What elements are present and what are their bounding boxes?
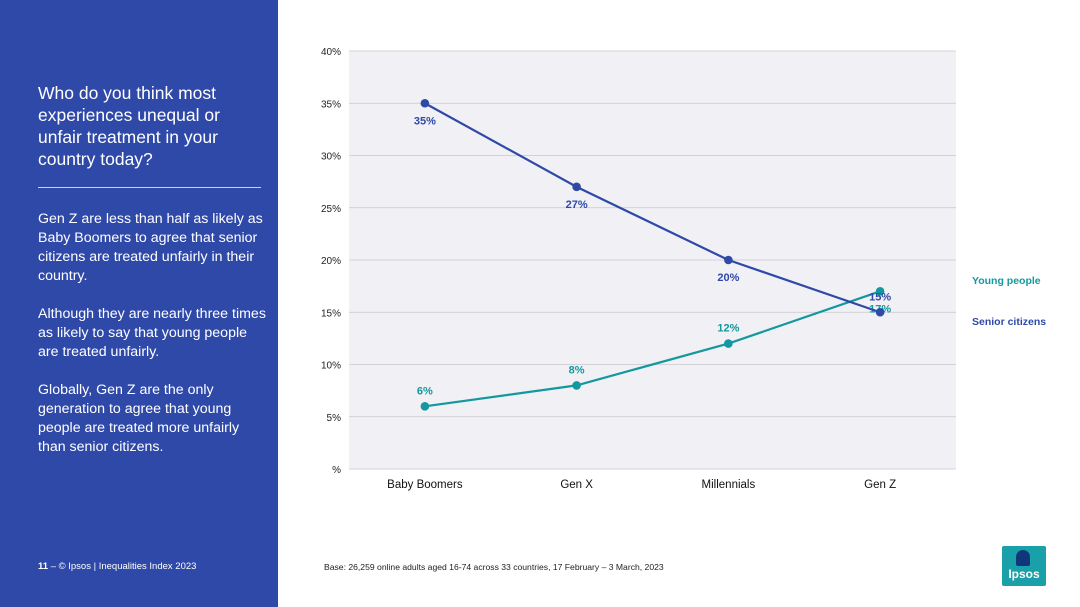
data-label: 6% — [417, 385, 433, 397]
data-point — [420, 98, 430, 108]
footer-text: © Ipsos | Inequalities Index 2023 — [58, 561, 197, 572]
page-number: 11 — [38, 561, 49, 572]
insight-paragraph-3: Globally, Gen Z are the only generation … — [38, 382, 240, 455]
x-tick-label: Millennials — [702, 479, 756, 491]
insight-paragraph-1: Gen Z are less than half as likely as Ba… — [38, 211, 263, 284]
logo-mark-icon — [1016, 550, 1030, 566]
legend-senior-citizens: Senior citizens — [972, 316, 1047, 328]
y-tick-label: 20% — [321, 256, 341, 267]
data-point — [724, 339, 733, 348]
data-label: 8% — [569, 364, 585, 376]
data-point — [724, 255, 733, 265]
y-tick-label: 25% — [321, 204, 341, 215]
data-label: 27% — [566, 199, 588, 211]
x-tick-label: Baby Boomers — [387, 479, 463, 491]
y-tick-label: 10% — [321, 361, 341, 372]
x-tick-label: Gen X — [560, 479, 593, 491]
footer-dash: – — [50, 561, 59, 572]
y-tick-label: % — [332, 465, 341, 476]
ipsos-logo: Ipsos — [1002, 546, 1046, 586]
series-line — [424, 290, 881, 408]
y-tick-label: 5% — [327, 413, 342, 424]
series-line — [424, 102, 881, 314]
logo-text: Ipsos — [1008, 567, 1040, 581]
data-point — [875, 307, 885, 317]
data-label: 20% — [717, 272, 739, 284]
line-chart: % 5% 10% 15% 20% 25% 30% 35% 40% Baby Boomers Gen … — [321, 47, 956, 491]
data-point — [420, 402, 430, 411]
insight-paragraph-2: Although they are nearly three times as … — [38, 306, 266, 360]
divider — [38, 187, 261, 188]
base-note: Base: 26,259 online adults aged 16-74 ac… — [324, 562, 664, 572]
data-label: 35% — [414, 115, 436, 127]
y-tick-label: 35% — [321, 99, 341, 110]
data-label: 15% — [869, 291, 891, 303]
left-panel: Who do you think most experiences unequa… — [0, 0, 278, 607]
data-point — [875, 287, 885, 296]
insight-text: Gen Z are less than half as likely as Ba… — [38, 210, 268, 476]
question-heading: Who do you think most experiences unequa… — [38, 83, 220, 169]
x-tick-label: Gen Z — [864, 479, 896, 491]
footer: 11 – © Ipsos | Inequalities Index 2023 — [38, 561, 196, 572]
data-point — [572, 381, 581, 390]
legend-young-people: Young people — [972, 275, 1041, 287]
data-label: 12% — [717, 323, 739, 335]
y-tick-label: 30% — [321, 152, 341, 163]
y-tick-label: 40% — [321, 47, 341, 58]
data-point — [572, 182, 581, 192]
y-tick-label: 15% — [321, 308, 341, 319]
